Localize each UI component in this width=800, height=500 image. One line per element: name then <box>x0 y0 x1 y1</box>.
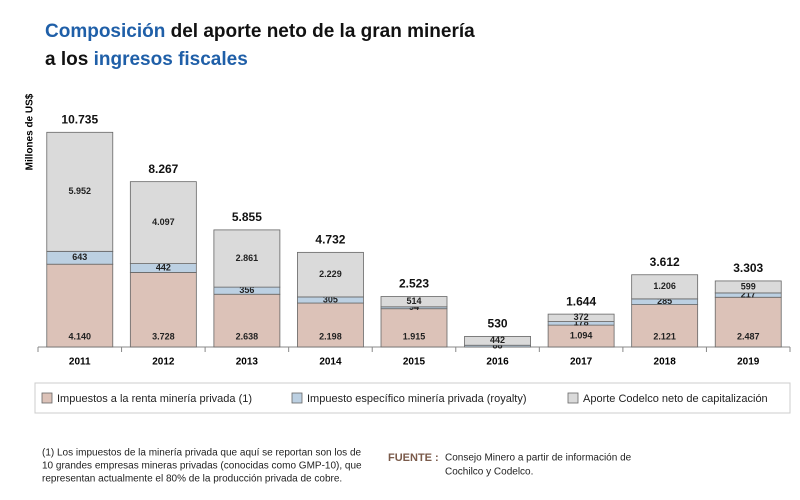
value-label: 372 <box>574 312 589 322</box>
value-label: 514 <box>406 296 421 306</box>
title-part: a los <box>45 49 88 70</box>
legend-swatch <box>291 392 303 404</box>
value-label: 2.861 <box>236 253 259 263</box>
bar-segment <box>297 251 364 298</box>
value-label: 2.198 <box>319 331 342 341</box>
title-part: ingresos fiscales <box>94 49 248 70</box>
legend-box <box>34 382 791 414</box>
value-label: 2.487 <box>737 331 760 341</box>
source: Cochilco y Codelco. <box>445 467 533 478</box>
value-label: 2.638 <box>236 331 259 341</box>
source-label: FUENTE : <box>388 452 439 464</box>
total-label: 4.732 <box>315 233 345 247</box>
bar-segment <box>380 296 448 308</box>
value-label: 305 <box>323 294 338 304</box>
bar-segment <box>714 296 782 348</box>
total-label: 2.523 <box>399 277 429 291</box>
legend-swatch <box>41 392 53 404</box>
x-tick-label: 2011 <box>69 357 91 368</box>
total-label: 5.855 <box>232 210 262 224</box>
title-line: a los ingresos fiscales <box>45 49 248 70</box>
value-label: 356 <box>239 285 254 295</box>
total-label: 530 <box>488 317 508 331</box>
footnote: representan actualmente el 80% de la pro… <box>42 474 342 485</box>
footnote: 10 grandes empresas mineras privadas (co… <box>42 461 362 472</box>
x-tick-label: 2018 <box>654 357 677 368</box>
bar-segment <box>547 313 615 322</box>
bar-segment <box>714 280 782 294</box>
title-part: del aporte neto de la gran minería <box>171 21 476 42</box>
value-label: 4.097 <box>152 217 175 227</box>
total-label: 3.303 <box>733 261 763 275</box>
value-label: 643 <box>72 252 87 262</box>
total-label: 3.612 <box>650 255 680 269</box>
bar-segment <box>213 229 281 288</box>
title-line: Composición del aporte neto de la gran m… <box>45 21 475 42</box>
value-label: 4.140 <box>69 331 92 341</box>
value-label: 178 <box>574 318 589 328</box>
legend-label: Aporte Codelco neto de capitalización <box>583 393 768 405</box>
value-label: 5.952 <box>69 186 92 196</box>
value-label: 3.728 <box>152 331 175 341</box>
x-tick-label: 2013 <box>236 357 259 368</box>
value-label: 599 <box>741 281 756 291</box>
bar-segment <box>380 308 448 348</box>
value-label: 442 <box>156 262 171 272</box>
y-axis-label: Millones de US$ <box>25 93 36 170</box>
value-label: 2.229 <box>319 269 342 279</box>
title-part: Composición <box>45 21 165 42</box>
bar-segment <box>631 274 699 300</box>
footnote: (1) Los impuestos de la minería privada … <box>42 448 362 459</box>
legend-label: Impuesto específico minería privada (roy… <box>307 393 526 405</box>
x-tick-label: 2016 <box>486 357 509 368</box>
value-label: 1.206 <box>653 281 676 291</box>
legend-label: Impuestos a la renta minería privada (1) <box>57 393 252 405</box>
value-label: 2.121 <box>653 331 676 341</box>
bar-segment <box>464 335 531 346</box>
x-tick-label: 2012 <box>152 357 175 368</box>
bar-segment <box>46 263 114 348</box>
x-tick-label: 2019 <box>737 357 760 368</box>
x-tick-label: 2014 <box>319 357 342 368</box>
value-label: 285 <box>657 296 672 306</box>
total-label: 10.735 <box>61 112 98 126</box>
bar-segment <box>46 131 114 252</box>
bar-segment <box>297 302 364 348</box>
value-label: 442 <box>490 335 505 345</box>
source: Consejo Minero a partir de información d… <box>445 453 632 464</box>
legend-swatch <box>567 392 579 404</box>
total-label: 8.267 <box>148 162 178 176</box>
value-label: 1.915 <box>403 331 426 341</box>
bar-segment <box>213 293 281 348</box>
value-label: 217 <box>741 289 756 299</box>
total-label: 1.644 <box>566 294 596 308</box>
value-label: 1.094 <box>570 330 593 340</box>
x-tick-label: 2017 <box>570 357 593 368</box>
bar-segment <box>129 181 197 265</box>
bar-segment <box>631 304 699 348</box>
x-tick-label: 2015 <box>403 357 426 368</box>
bar-segment <box>129 272 197 348</box>
